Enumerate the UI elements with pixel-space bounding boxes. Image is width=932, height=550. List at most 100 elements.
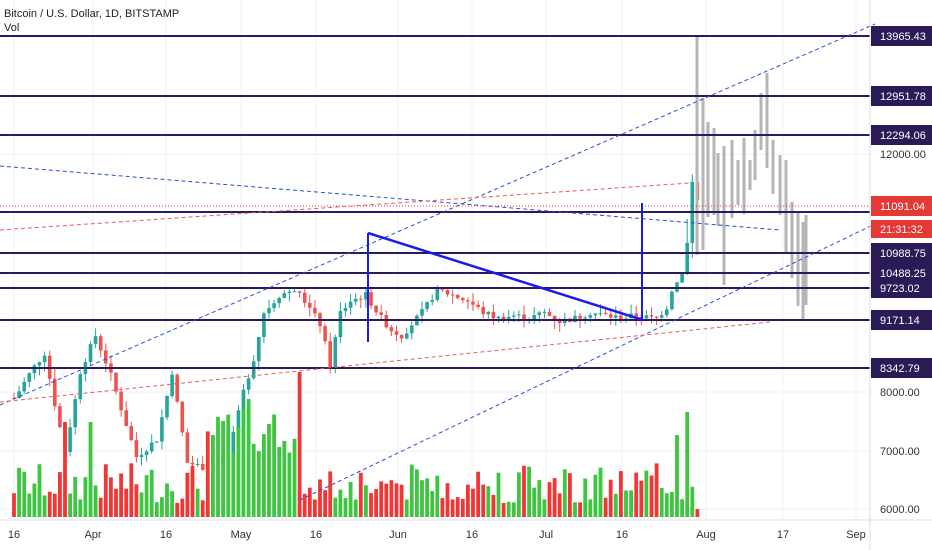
volume-bar (496, 472, 501, 517)
candle-body (486, 311, 491, 315)
candle-body (119, 391, 123, 411)
candle-body (537, 312, 542, 316)
countdown-label: 21:31:32 (880, 224, 923, 236)
badge-label: 12951.78 (880, 91, 926, 103)
volume-bar (511, 502, 516, 517)
volume-bar (42, 495, 47, 517)
volume-bar (358, 472, 363, 517)
volume-bar (578, 502, 582, 517)
volume-bar (491, 494, 496, 517)
candle-body (501, 316, 506, 321)
volume-bar (216, 416, 220, 517)
candle-body (251, 361, 256, 379)
time-tick-label: 16 (310, 529, 322, 541)
volume-bar (680, 499, 684, 517)
candle-body (619, 315, 623, 321)
candle-body (573, 315, 577, 323)
volume-bars (12, 372, 700, 517)
time-axis: 16 Apr 16 May 16 Jun 16 Jul 16 Aug 17 Sep (8, 529, 866, 541)
key-level-badge: 12951.78 (871, 86, 932, 106)
candle-body (73, 399, 77, 428)
candle-body (512, 315, 516, 317)
candle-body (42, 355, 47, 363)
candle-body (404, 333, 409, 339)
volume-bar (292, 438, 297, 517)
candle-body (353, 298, 358, 302)
trend-lines (0, 23, 876, 501)
key-level-badge: 10988.75 (871, 243, 932, 263)
volume-bar (690, 486, 695, 517)
volume-bar (22, 471, 27, 517)
candle-body (665, 309, 669, 316)
candle-body (547, 311, 552, 316)
chart-title: Bitcoin / U.S. Dollar, 1D, BITSTAMP (4, 8, 180, 20)
volume-bar (139, 492, 144, 517)
candle-body (435, 287, 440, 301)
volume-bar (399, 484, 404, 517)
triangle-upper-edge (367, 231, 644, 322)
candle-body (359, 298, 363, 300)
candle-body (522, 314, 526, 321)
volume-bar (170, 491, 174, 517)
candle-body (175, 374, 179, 402)
candle-body (246, 378, 251, 390)
volume-bar (98, 497, 103, 517)
volume-bar (664, 493, 669, 517)
volume-bar (37, 464, 42, 517)
volume-bar (231, 452, 236, 517)
candle-body (476, 304, 480, 307)
descending-trend-line (0, 165, 781, 231)
volume-bar (262, 434, 266, 517)
volume-bar (93, 485, 98, 517)
candle-body (450, 294, 455, 296)
volume-bar (695, 509, 700, 517)
candle-body (22, 381, 26, 392)
volume-bar (109, 477, 113, 517)
volume-label: Vol (4, 22, 20, 34)
volume-bar (517, 472, 521, 517)
volume-bar (236, 427, 241, 517)
volume-bar (302, 493, 307, 517)
volume-bar (685, 412, 690, 517)
volume-bar (593, 474, 598, 517)
candle-body (124, 410, 128, 427)
volume-bar (562, 469, 567, 517)
volume-bar (73, 476, 78, 517)
time-tick-label: 16 (616, 529, 628, 541)
time-tick-label: 16 (8, 529, 20, 541)
candle-body (603, 313, 608, 315)
volume-bar (670, 491, 674, 517)
candle-body (149, 442, 154, 452)
candle-body (644, 315, 649, 319)
time-tick-label: Sep (846, 529, 866, 541)
candle-body (165, 395, 169, 418)
candle-body (608, 314, 613, 318)
candle-body (170, 374, 174, 396)
candle-body (379, 312, 383, 316)
volume-bar (343, 498, 348, 517)
key-level-badge: 9171.14 (871, 310, 932, 330)
candle-body (680, 273, 684, 283)
volume-bar (583, 478, 588, 517)
candle-body (98, 336, 103, 351)
volume-bar (634, 472, 639, 517)
candle-body (425, 301, 429, 310)
price-tick-label: 7000.00 (880, 446, 920, 458)
volume-bar (430, 491, 435, 517)
volume-bar (154, 502, 159, 517)
time-tick-label: 17 (777, 529, 789, 541)
volume-bar (476, 471, 480, 517)
volume-bar (450, 499, 455, 517)
volume-bar (557, 493, 562, 517)
candle-body (517, 314, 521, 316)
candle-body (634, 313, 638, 317)
badge-label: 13965.43 (880, 31, 926, 43)
volume-bar (205, 431, 210, 517)
badge-label: 10488.25 (880, 268, 926, 280)
volume-bar (415, 469, 419, 517)
volume-bar (221, 420, 225, 517)
volume-bar (195, 488, 200, 517)
candle-body (455, 294, 460, 299)
volume-bar (144, 475, 149, 517)
